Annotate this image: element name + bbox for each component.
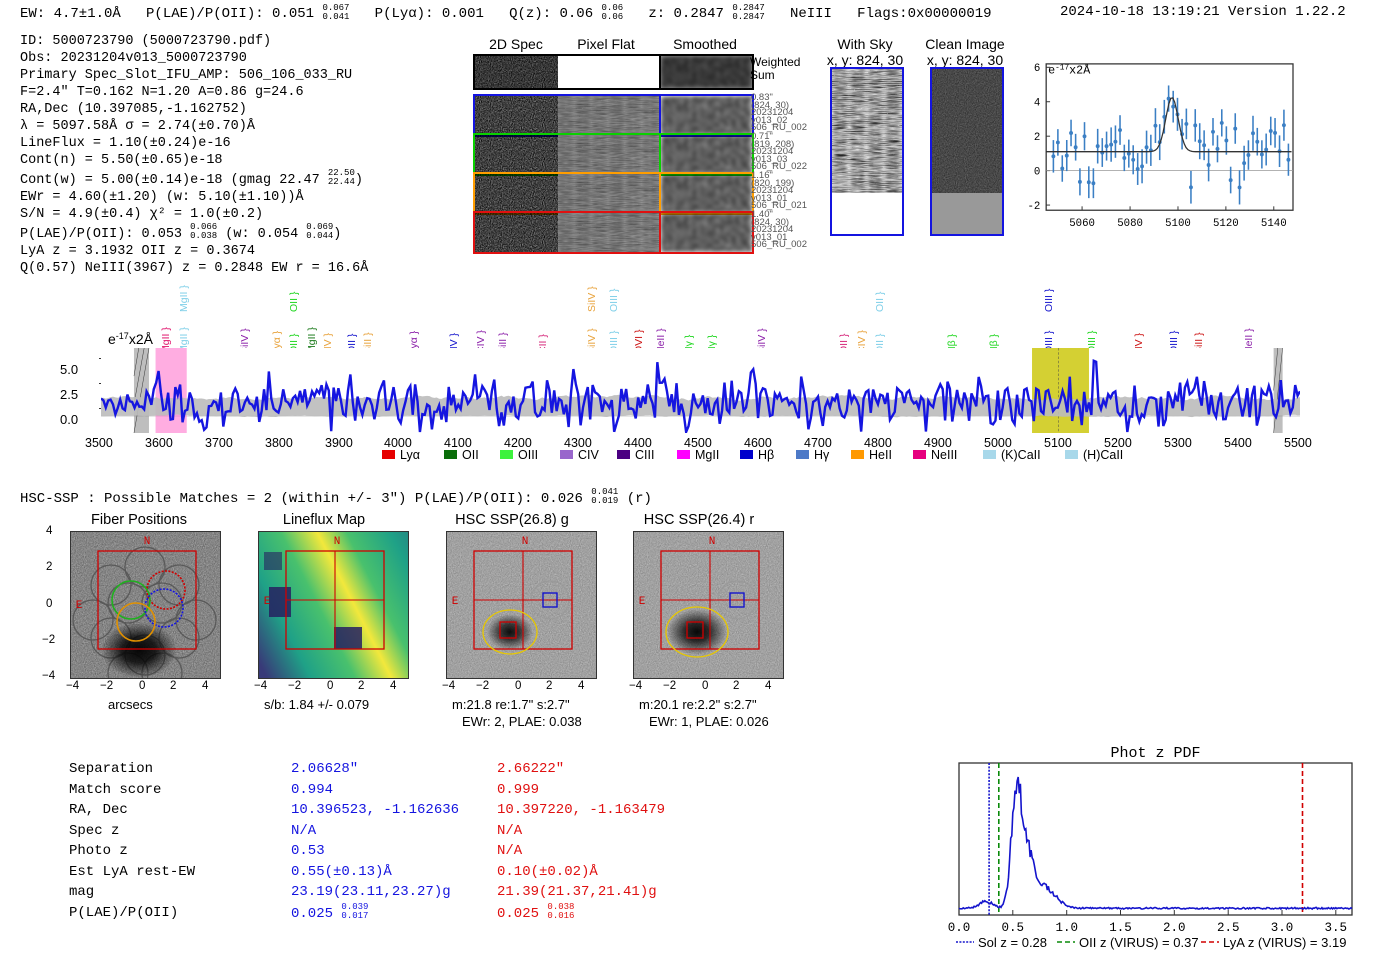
svg-text:4: 4 <box>1034 98 1040 110</box>
svg-text:0.5: 0.5 <box>1002 921 1025 935</box>
svg-text:e-17x2Å: e-17x2Å <box>1048 64 1091 78</box>
svg-text:N: N <box>522 536 529 548</box>
svg-text:1.0: 1.0 <box>1055 921 1078 935</box>
svg-text:5080: 5080 <box>1117 218 1143 230</box>
svg-text:5060: 5060 <box>1069 218 1095 230</box>
svg-text:N: N <box>709 536 716 548</box>
svg-text:2.5: 2.5 <box>1217 921 1240 935</box>
svg-text:3.5: 3.5 <box>1325 921 1348 935</box>
svg-text:E: E <box>639 596 646 608</box>
svg-text:E: E <box>452 596 459 608</box>
svg-text:3.0: 3.0 <box>1271 921 1294 935</box>
svg-text:5100: 5100 <box>1165 218 1191 230</box>
svg-text:2: 2 <box>1034 132 1040 144</box>
svg-text:5120: 5120 <box>1213 218 1239 230</box>
svg-text:E: E <box>264 596 271 608</box>
svg-text:6: 6 <box>1034 63 1040 75</box>
svg-text:1.5: 1.5 <box>1109 921 1132 935</box>
svg-text:5140: 5140 <box>1261 218 1287 230</box>
svg-text:N: N <box>144 536 151 548</box>
svg-text:E: E <box>76 600 83 612</box>
svg-text:2.0: 2.0 <box>1163 921 1186 935</box>
svg-text:0.0: 0.0 <box>948 921 971 935</box>
svg-text:Phot z PDF: Phot z PDF <box>1110 745 1200 762</box>
svg-text:-2: -2 <box>1027 201 1040 213</box>
svg-text:0: 0 <box>1034 167 1040 179</box>
svg-text:N: N <box>334 536 341 548</box>
